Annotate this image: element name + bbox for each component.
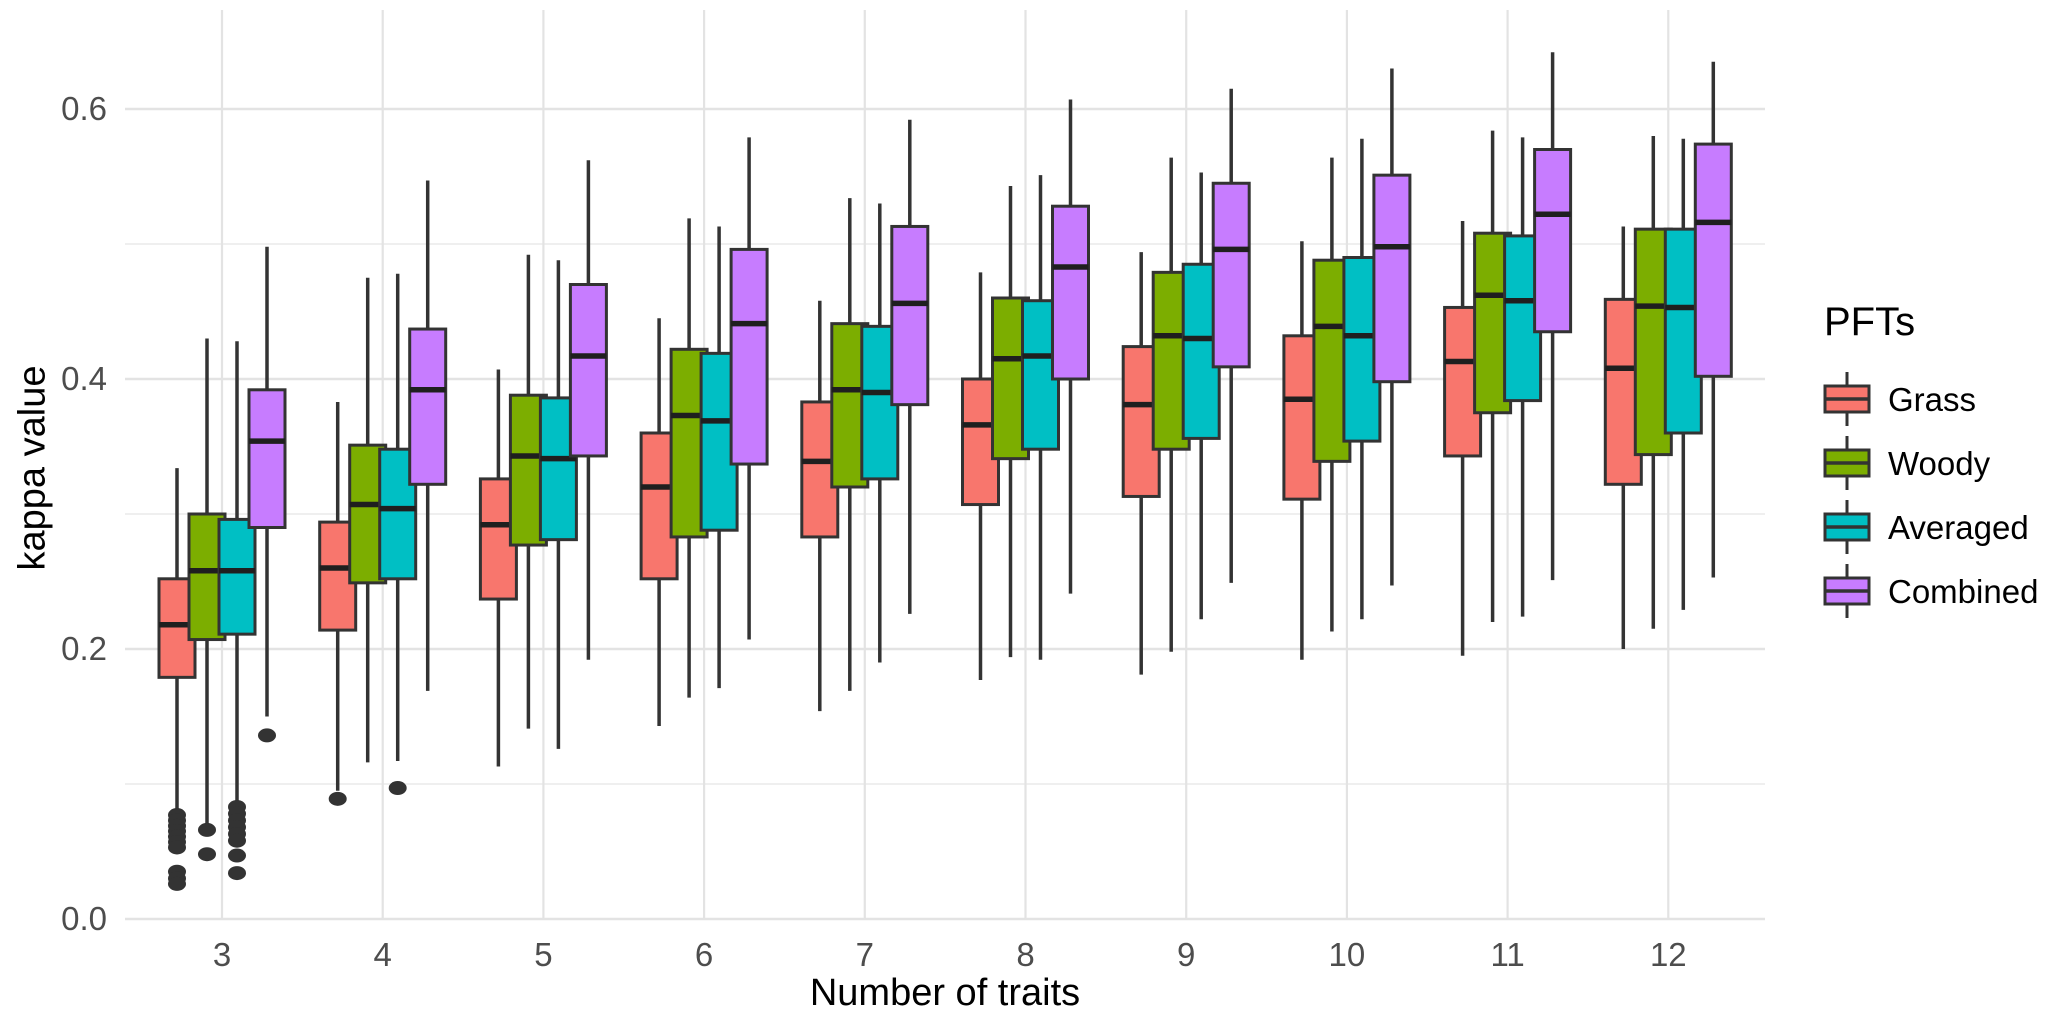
outlier-Averaged-4 [388, 781, 407, 796]
box-Combined-11 [1533, 148, 1573, 334]
box-Combined-12 [1693, 142, 1733, 378]
x-tick-label-7: 7 [855, 936, 874, 973]
legend-entry-woody: Woody [1822, 431, 2038, 495]
legend-entry-combined: Combined [1822, 559, 2038, 623]
outlier-Grass-3 [168, 876, 186, 891]
y-tick-label-0.0: 0.0 [61, 899, 107, 937]
box-Combined-10 [1372, 173, 1412, 384]
box-Combined-5 [568, 283, 608, 458]
box-Combined-6 [729, 247, 769, 466]
box-Averaged-3 [217, 517, 257, 636]
x-tick-label-6: 6 [694, 936, 714, 973]
x-tick-label-11: 11 [1490, 936, 1525, 973]
x-tick-label-4: 4 [373, 936, 392, 973]
x-tick-label-10: 10 [1328, 936, 1366, 973]
outlier-Grass-3 [168, 840, 186, 855]
outlier-Woody-3 [198, 847, 216, 862]
outlier-Averaged-3 [228, 848, 246, 863]
box-Combined-3 [247, 388, 287, 529]
legend-entry-averaged: Averaged [1822, 495, 2038, 559]
boxplot-key-icon [1823, 500, 1871, 554]
x-axis-title: Number of traits [809, 972, 1081, 1014]
x-tick-label-5: 5 [534, 936, 553, 973]
x-tick-label-8: 8 [1016, 936, 1035, 973]
y-tick-label-0.2: 0.2 [61, 629, 107, 667]
legend-label: Averaged [1888, 508, 2029, 546]
box-Combined-8 [1051, 204, 1090, 381]
x-tick-label-3: 3 [212, 936, 232, 973]
boxplot-key-icon [1823, 436, 1871, 490]
box-Combined-7 [890, 224, 930, 407]
y-axis-title: kappa value [11, 365, 54, 571]
legend: PFTs Grass Woody [1822, 300, 2038, 623]
legend-label: Grass [1888, 380, 1977, 418]
legend-label: Combined [1888, 572, 2039, 610]
boxplot-key-icon [1823, 372, 1871, 426]
legend-title: PFTs [1824, 300, 1916, 344]
outlier-Combined-3 [258, 728, 276, 743]
y-tick-label-0.4: 0.4 [61, 359, 107, 397]
x-tick-label-9: 9 [1177, 936, 1196, 973]
boxplot-key-icon [1823, 564, 1871, 618]
box-Combined-4 [408, 327, 448, 486]
y-tick-label-0.6: 0.6 [61, 89, 107, 127]
legend-label: Woody [1888, 444, 1991, 482]
outlier-Averaged-3 [228, 833, 246, 848]
outlier-Woody-3 [198, 822, 216, 837]
box-Combined-9 [1211, 181, 1251, 369]
x-tick-label-12: 12 [1649, 936, 1687, 973]
legend-entry-grass: Grass [1822, 367, 2038, 431]
outlier-Averaged-3 [228, 866, 246, 881]
outlier-Grass-4 [328, 791, 347, 806]
